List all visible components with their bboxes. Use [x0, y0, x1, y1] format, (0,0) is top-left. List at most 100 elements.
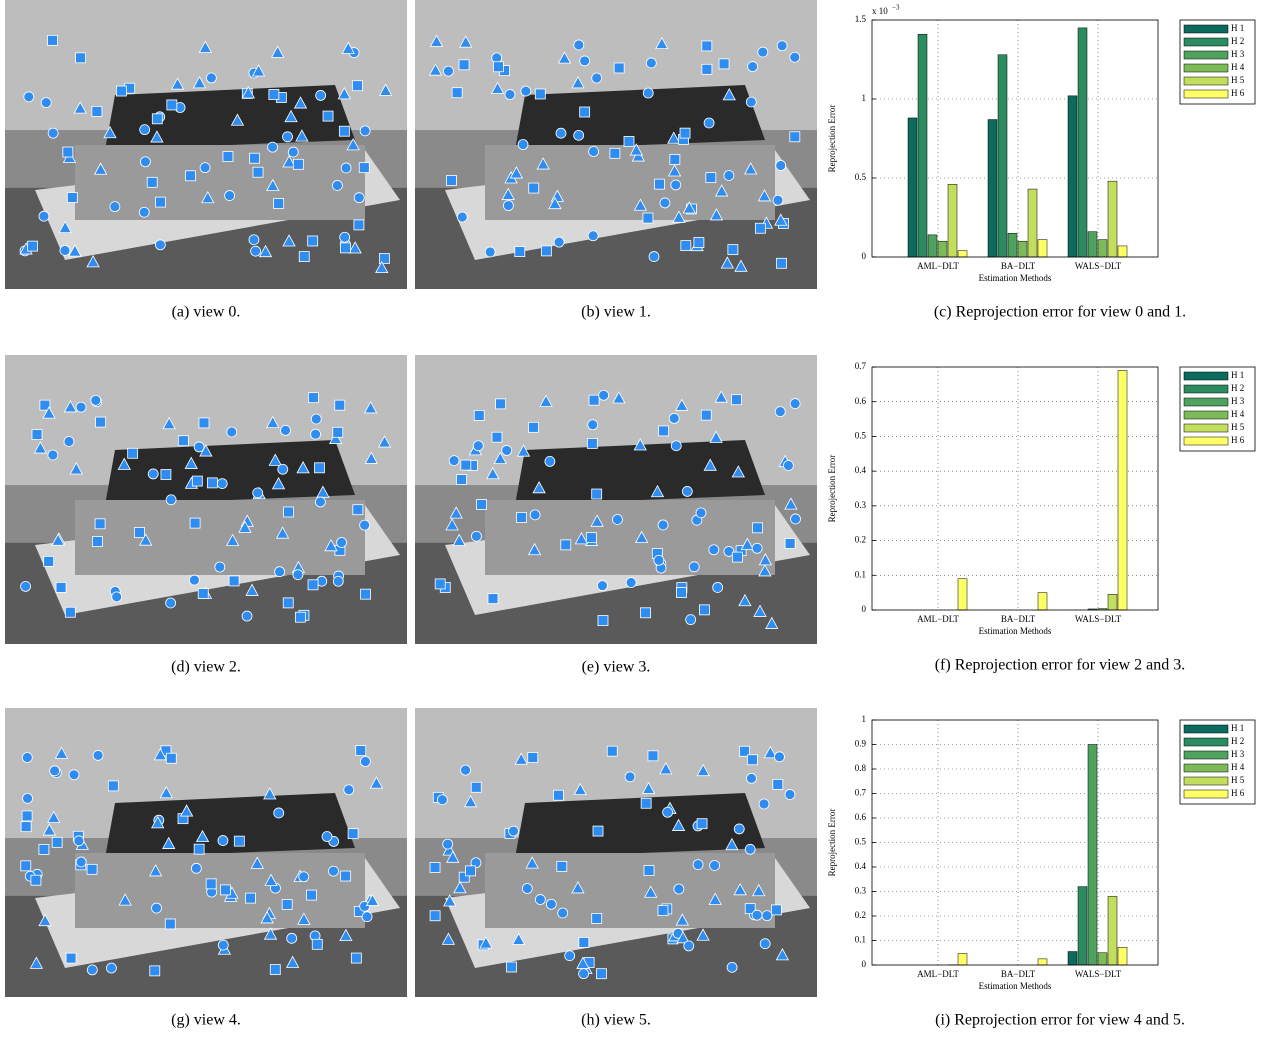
y-tick-label: 0.2: [855, 535, 866, 545]
feature-marker: [673, 883, 685, 895]
feature-marker: [709, 860, 721, 871]
feature-marker: [30, 874, 42, 886]
feature-marker: [463, 794, 478, 808]
feature-marker: [539, 394, 553, 407]
feature-marker: [573, 782, 587, 796]
feature-marker: [195, 829, 210, 843]
feature-marker: [527, 542, 542, 556]
legend-label: H 3: [1231, 396, 1245, 406]
feature-marker: [217, 835, 229, 846]
feature-marker: [655, 36, 669, 50]
feature-marker: [271, 477, 286, 490]
feature-marker: [586, 438, 598, 449]
feature-marker: [51, 533, 65, 546]
feature-marker: [31, 429, 43, 440]
feature-marker: [348, 241, 362, 254]
feature-marker: [712, 582, 724, 593]
feature-marker: [252, 487, 264, 499]
feature-marker: [789, 398, 801, 409]
legend-swatch: [1183, 763, 1229, 773]
feature-marker: [696, 818, 708, 830]
feature-marker: [790, 513, 801, 525]
feature-marker: [287, 146, 299, 158]
feature-marker: [42, 823, 57, 836]
legend-label: H 6: [1231, 88, 1245, 98]
y-tick-label: 0.4: [855, 465, 867, 475]
feature-marker: [675, 398, 689, 411]
feature-marker: [40, 97, 52, 109]
feature-marker: [268, 89, 280, 100]
feature-marker: [726, 961, 738, 973]
feature-marker: [555, 127, 567, 139]
feature-marker: [681, 486, 693, 497]
feature-marker: [720, 256, 735, 269]
feature-marker: [643, 865, 655, 877]
feature-marker: [718, 58, 730, 70]
feature-marker: [332, 575, 344, 587]
legend-label: H 4: [1231, 62, 1245, 72]
y-tick-label: 1: [862, 714, 867, 724]
feature-marker: [540, 245, 552, 257]
feature-marker: [63, 436, 75, 447]
feature-marker: [241, 86, 255, 99]
feature-marker: [58, 220, 72, 233]
feature-marker: [147, 468, 159, 480]
feature-marker: [193, 843, 205, 855]
feature-marker: [733, 823, 745, 835]
feature-marker: [248, 234, 260, 246]
feature-marker: [587, 230, 599, 242]
feature-marker: [191, 475, 203, 487]
bar: [1117, 245, 1128, 258]
feature-marker: [43, 555, 55, 567]
feature-marker: [314, 462, 325, 474]
bar: [1067, 95, 1078, 258]
feature-marker: [789, 131, 801, 143]
feature-marker: [504, 89, 516, 100]
feature-marker: [738, 593, 752, 607]
feature-marker: [624, 771, 636, 783]
legend-label: H 1: [1231, 370, 1244, 380]
feature-marker: [238, 520, 252, 533]
legend-swatch: [1183, 776, 1229, 786]
bar: [957, 250, 968, 258]
feature-marker: [625, 577, 637, 588]
feature-marker: [733, 882, 747, 896]
feature-marker: [198, 40, 213, 53]
feature-marker: [263, 927, 278, 940]
y-axis-label: Reprojection Error: [827, 455, 837, 523]
feature-marker: [714, 390, 728, 403]
feature-marker: [337, 87, 351, 100]
x-tick-label: WALS−DLT: [1075, 261, 1122, 271]
feature-marker: [590, 514, 604, 527]
feature-marker: [579, 55, 591, 67]
y-tick-label: 0.5: [855, 430, 867, 440]
house-wall: [75, 145, 365, 220]
feature-marker: [340, 870, 352, 882]
feature-marker: [747, 754, 758, 766]
feature-marker: [282, 234, 296, 247]
feature-marker: [544, 455, 556, 467]
feature-marker: [453, 880, 467, 894]
y-tick-label: 0.4: [855, 861, 867, 871]
y-tick-label: 0.3: [855, 500, 867, 510]
feature-marker: [471, 530, 482, 542]
feature-marker: [725, 837, 739, 851]
feature-marker: [576, 956, 590, 969]
feature-marker: [250, 245, 261, 257]
feature-marker: [451, 87, 463, 99]
feature-marker: [761, 910, 773, 922]
feature-marker: [332, 426, 344, 438]
legend-label: H 2: [1231, 36, 1244, 46]
feature-marker: [734, 259, 748, 272]
feature-marker: [591, 913, 603, 924]
feature-marker: [190, 862, 202, 874]
feature-marker: [162, 836, 176, 849]
feature-marker: [42, 406, 56, 419]
feature-marker: [514, 752, 528, 765]
feature-marker: [758, 564, 772, 577]
feature-marker: [448, 455, 460, 467]
feature-marker: [771, 904, 782, 916]
bar: [1067, 951, 1078, 966]
feature-marker: [297, 912, 311, 925]
feature-marker: [744, 843, 756, 855]
